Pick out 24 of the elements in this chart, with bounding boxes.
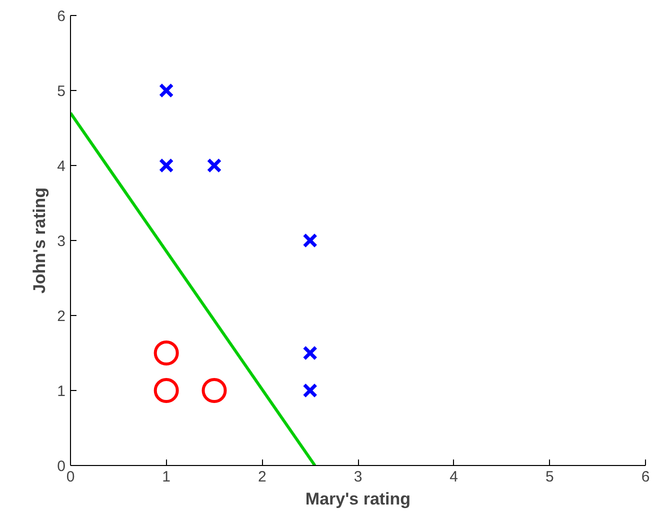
y-tick-label: 1 [57,383,66,400]
x-tick-label: 4 [450,468,458,486]
x-tick-label: 6 [641,468,650,486]
point [302,346,318,360]
y-tick-label: 3 [57,233,66,250]
point [158,158,174,173]
y-tick-label: 2 [57,308,66,325]
point [158,83,174,98]
x-tick-label: 3 [354,468,362,486]
y-tick-label: 5 [57,83,66,100]
x-axis-title: Mary's rating [305,490,411,508]
point [302,233,318,248]
y-axis-title: John's rating [30,187,50,294]
y-tick-label: 4 [57,158,66,175]
y-tick-label: 6 [57,8,66,25]
point [154,340,179,366]
x-tick-label: 5 [545,468,554,486]
point [206,158,222,173]
point [302,383,318,398]
point [202,378,227,403]
y-tick-label: 0 [57,458,66,475]
x-tick-label: 2 [258,468,266,486]
x-tick-label: 1 [162,468,171,486]
point [154,378,179,403]
